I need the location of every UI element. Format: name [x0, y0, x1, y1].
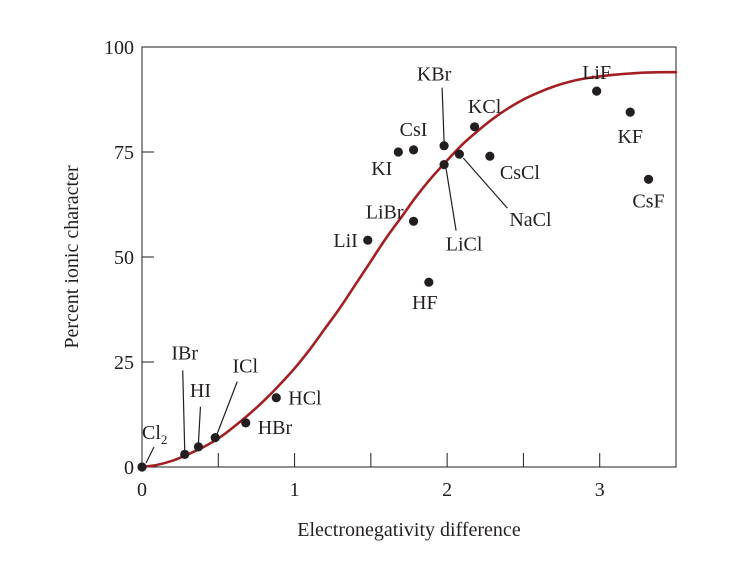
- label-text: KF: [617, 126, 643, 148]
- x-tick-label: 0: [137, 479, 147, 501]
- leader-cl2: [145, 446, 155, 464]
- leader-licl: [445, 168, 457, 231]
- label-lii: LiI: [333, 230, 357, 252]
- label-libr: LiBr: [366, 201, 404, 223]
- label-kcl: KCl: [468, 96, 502, 118]
- point-hi: [193, 442, 204, 452]
- point-hcl: [271, 393, 281, 403]
- label-icl: ICl: [232, 356, 258, 378]
- fit-curve: [140, 70, 678, 469]
- point-ibr: [180, 449, 190, 459]
- y-tick-label: 50: [114, 247, 134, 269]
- point-kf: [625, 107, 635, 117]
- label-text: CsI: [400, 119, 428, 141]
- point-kcl: [470, 122, 480, 132]
- plot-frame: [141, 46, 677, 468]
- label-text: LiBr: [366, 201, 404, 223]
- label-cscl: CsCl: [500, 162, 540, 184]
- label-nacl: NaCl: [509, 209, 552, 231]
- point-lif: [592, 86, 602, 96]
- label-text: KBr: [417, 64, 452, 86]
- label-text: HCl: [288, 388, 322, 410]
- point-licl: [439, 160, 449, 170]
- y-tick-label: 25: [114, 352, 134, 374]
- label-hf: HF: [412, 292, 438, 314]
- label-csi: CsI: [400, 119, 428, 141]
- label-ki: KI: [371, 158, 392, 180]
- label-licl: LiCl: [446, 234, 483, 256]
- leader-nacl: [462, 157, 508, 209]
- label-kbr: KBr: [417, 64, 452, 86]
- x-tick-label: 3: [595, 479, 605, 501]
- leader-kbr: [441, 87, 445, 142]
- label-text: ICl: [232, 356, 258, 378]
- point-csi: [408, 145, 419, 155]
- label-hcl: HCl: [288, 388, 322, 410]
- data-points: [137, 86, 654, 472]
- point-hbr: [241, 418, 251, 428]
- label-text: LiF: [582, 62, 611, 84]
- label-kf: KF: [617, 126, 643, 148]
- label-cl2: Cl2: [142, 422, 167, 447]
- x-tick-label: 2: [442, 479, 452, 501]
- leader-icl: [216, 381, 238, 434]
- point-cl2: [137, 462, 147, 472]
- label-text: LiI: [333, 230, 357, 252]
- y-tick-label: 100: [104, 37, 134, 59]
- label-text: HF: [412, 292, 438, 314]
- y-axis-title: Percent ionic character: [61, 165, 83, 349]
- y-tick-label: 0: [124, 457, 134, 479]
- point-libr: [408, 216, 419, 226]
- leader-hi: [197, 406, 202, 443]
- point-kbr: [439, 141, 449, 151]
- label-hi: HI: [190, 380, 211, 402]
- point-cscl: [485, 151, 495, 161]
- label-ibr: IBr: [171, 342, 198, 364]
- point-ki: [393, 147, 403, 157]
- x-axis-title: Electronegativity difference: [297, 519, 521, 541]
- label-text: HI: [190, 380, 211, 402]
- label-text: HBr: [258, 417, 293, 439]
- leader-ibr: [182, 370, 186, 451]
- label-text: KI: [371, 158, 392, 180]
- y-tick-label: 75: [114, 142, 134, 164]
- label-subscript: 2: [161, 432, 168, 447]
- point-lii: [363, 235, 373, 245]
- label-lif: LiF: [582, 62, 611, 84]
- label-text: LiCl: [446, 234, 483, 256]
- label-text: IBr: [171, 342, 198, 364]
- label-text: CsF: [632, 190, 664, 212]
- label-text: CsCl: [500, 162, 540, 184]
- label-csf: CsF: [632, 190, 664, 212]
- point-nacl: [454, 149, 464, 159]
- label-text: KCl: [468, 96, 502, 118]
- label-text: Cl: [142, 422, 161, 444]
- x-tick-label: 1: [290, 479, 300, 501]
- leader-lines: [145, 87, 508, 464]
- label-text: NaCl: [509, 209, 552, 231]
- x-axis-ticks: 0 1 2 3: [137, 453, 605, 501]
- point-csf: [643, 174, 654, 184]
- point-icl: [210, 433, 220, 443]
- point-hf: [424, 277, 434, 287]
- point-labels: Cl2 IBr HI ICl HBr HCl LiI LiBr HF KI CsI KBr LiCl Na…: [142, 62, 665, 447]
- y-axis-ticks: 0 25 50 75 100: [104, 37, 154, 479]
- label-hbr: HBr: [258, 417, 293, 439]
